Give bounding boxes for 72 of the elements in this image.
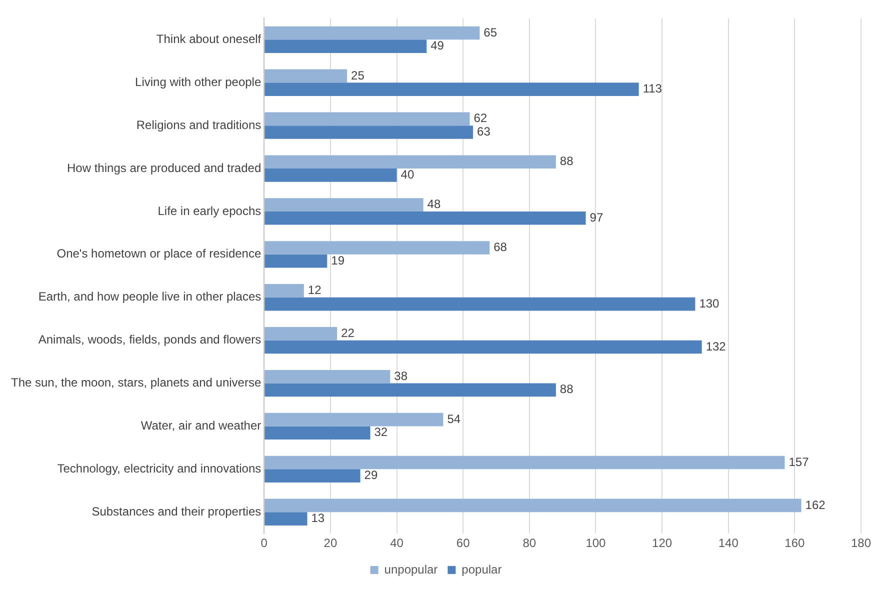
y-tick-label: One's hometown or place of residence bbox=[56, 246, 262, 261]
bar bbox=[264, 383, 556, 397]
data-label: 132 bbox=[706, 339, 726, 354]
data-label: 29 bbox=[364, 468, 378, 482]
data-label: 13 bbox=[311, 511, 325, 526]
bar bbox=[264, 69, 348, 83]
y-tick-label: Water, air and weather bbox=[140, 418, 262, 433]
bar bbox=[264, 327, 338, 340]
bar bbox=[264, 126, 474, 139]
data-label: 32 bbox=[374, 425, 388, 440]
data-label: 19 bbox=[331, 253, 345, 268]
y-tick-label: Animals, woods, fields, ponds and flowers bbox=[38, 332, 262, 347]
y-tick-label: Think about oneself bbox=[156, 32, 262, 46]
x-tick-label: 0 bbox=[260, 536, 268, 550]
bar bbox=[264, 284, 304, 298]
y-tick-label: Substances and their properties bbox=[92, 504, 262, 518]
x-tick-label: 20 bbox=[324, 536, 338, 550]
y-tick-label: Religions and traditions bbox=[136, 118, 262, 132]
x-tick-label: 60 bbox=[456, 536, 470, 550]
data-label: 48 bbox=[427, 197, 441, 212]
data-label: 49 bbox=[430, 38, 444, 53]
x-tick-label: 80 bbox=[522, 536, 536, 550]
x-tick-label: 120 bbox=[652, 536, 672, 550]
data-label: 40 bbox=[400, 167, 414, 182]
x-tick-label: 40 bbox=[390, 536, 404, 550]
data-label: 88 bbox=[560, 382, 574, 396]
bar bbox=[264, 168, 397, 182]
data-label: 130 bbox=[699, 296, 720, 310]
data-label: 68 bbox=[494, 240, 508, 254]
data-label: 25 bbox=[351, 68, 365, 82]
y-tick-label: Life in early epochs bbox=[158, 204, 262, 218]
bar bbox=[264, 426, 370, 440]
data-label: 63 bbox=[477, 124, 491, 139]
data-label: 54 bbox=[447, 412, 461, 426]
bar bbox=[264, 512, 308, 526]
data-label: 162 bbox=[805, 498, 826, 512]
x-tick-label: 180 bbox=[850, 536, 872, 550]
data-label: 113 bbox=[642, 82, 662, 96]
bar bbox=[264, 211, 586, 225]
data-label: 62 bbox=[474, 111, 488, 126]
data-label: 38 bbox=[394, 368, 408, 383]
bar bbox=[264, 155, 556, 169]
y-tick-label: The sun, the moon, stars, planets and universe bbox=[10, 376, 262, 390]
bar bbox=[264, 297, 696, 311]
data-label: 97 bbox=[590, 210, 604, 224]
bar bbox=[264, 412, 444, 426]
x-tick-label: 100 bbox=[586, 536, 606, 550]
bar bbox=[264, 112, 470, 126]
bar bbox=[264, 198, 424, 212]
bar bbox=[264, 456, 785, 470]
x-tick-label: 160 bbox=[784, 536, 806, 550]
y-tick-label: How things are produced and traded bbox=[67, 160, 262, 175]
bar bbox=[264, 26, 480, 40]
legend-label: unpopular bbox=[384, 562, 438, 576]
x-tick-label: 140 bbox=[718, 536, 739, 550]
bar bbox=[264, 469, 360, 482]
y-tick-label: Technology, electricity and innovations bbox=[57, 461, 262, 476]
bar bbox=[264, 498, 802, 512]
legend-label: popular bbox=[462, 562, 502, 576]
data-label: 22 bbox=[341, 326, 355, 340]
bar bbox=[264, 340, 702, 354]
data-label: 157 bbox=[788, 454, 810, 469]
y-tick-label: Living with other people bbox=[135, 74, 262, 89]
bar bbox=[264, 254, 328, 268]
bar bbox=[264, 370, 390, 384]
data-label: 88 bbox=[560, 154, 574, 168]
data-label: 65 bbox=[484, 25, 498, 40]
bar bbox=[264, 40, 427, 53]
bar bbox=[264, 82, 639, 96]
y-tick-label: Earth, and how people live in other places bbox=[38, 290, 262, 304]
bar bbox=[264, 241, 490, 254]
data-label: 12 bbox=[308, 283, 322, 298]
